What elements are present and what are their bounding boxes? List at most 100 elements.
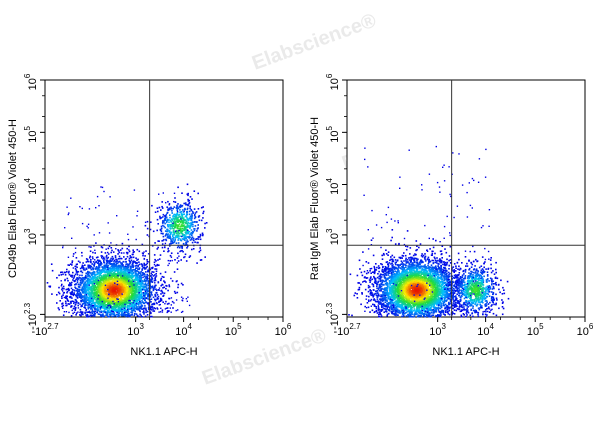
event-dot [120, 309, 123, 312]
event-dot [180, 296, 183, 298]
event-dot [61, 297, 63, 299]
event-dot [172, 216, 174, 218]
event-dot [90, 285, 93, 288]
event-dot [121, 288, 123, 291]
event-dot [102, 290, 104, 293]
event-dot [184, 256, 186, 258]
event-dot [99, 279, 102, 281]
event-dot [93, 312, 96, 315]
event-dot [95, 301, 97, 304]
event-dot [182, 284, 184, 286]
event-dot [191, 232, 194, 235]
event-dot [118, 291, 121, 293]
event-dot [154, 278, 156, 281]
event-dot [102, 271, 104, 273]
event-dot [110, 299, 113, 301]
event-dot [128, 291, 130, 293]
event-dot [190, 225, 192, 228]
event-dot [60, 285, 63, 287]
event-dot [180, 245, 182, 247]
event-dot [91, 311, 93, 313]
event-dot [103, 260, 105, 262]
event-dot [162, 239, 164, 242]
event-dot [176, 230, 179, 232]
event-dot [159, 300, 162, 302]
event-dot [166, 230, 169, 232]
event-dot [187, 218, 189, 220]
event-dot [144, 224, 147, 227]
event-dot [126, 315, 129, 317]
event-dot [118, 315, 120, 317]
event-dot [132, 305, 135, 308]
event-dot [151, 271, 153, 273]
event-dot [112, 275, 115, 277]
event-dot [105, 266, 107, 269]
event-dot [112, 264, 114, 266]
event-dot [134, 270, 137, 273]
event-dot [156, 218, 159, 221]
event-dot [136, 280, 139, 282]
event-dot [113, 295, 115, 297]
event-dot [88, 287, 91, 289]
event-dot [192, 223, 194, 226]
event-dot [66, 268, 68, 271]
event-dot [176, 211, 179, 214]
event-dot [96, 292, 98, 294]
event-dot [113, 259, 116, 262]
event-dot [63, 271, 66, 274]
event-dot [73, 274, 76, 277]
event-dot [184, 227, 187, 230]
event-dot [92, 293, 95, 295]
event-dot [85, 272, 87, 275]
event-dot [121, 296, 123, 298]
event-dot [123, 309, 126, 312]
event-dot [183, 208, 186, 211]
event-dot [136, 277, 138, 280]
event-dot [153, 302, 156, 305]
event-dot [126, 286, 129, 288]
event-dot [112, 263, 114, 266]
event-dot [176, 246, 179, 249]
event-dot [97, 266, 100, 269]
event-dot [74, 286, 76, 289]
event-dot [130, 289, 132, 292]
event-dot [153, 263, 156, 266]
event-dot [81, 295, 83, 297]
event-dot [114, 305, 116, 308]
event-dot [184, 231, 187, 233]
event-dot [99, 293, 102, 295]
event-dot [116, 304, 118, 306]
event-dot [56, 294, 58, 296]
event-dot [189, 233, 191, 235]
event-dot [119, 308, 122, 311]
event-dot [103, 289, 105, 291]
event-dot [154, 211, 157, 213]
event-dot [128, 306, 131, 308]
event-dot [122, 277, 124, 279]
event-dot [81, 278, 84, 281]
event-dot [79, 291, 81, 294]
event-dot [186, 203, 188, 206]
event-dot [181, 299, 183, 301]
event-dot [98, 205, 100, 207]
event-dot [109, 305, 112, 307]
event-dot [76, 301, 78, 303]
event-dot [180, 213, 183, 215]
event-dot [154, 274, 156, 276]
event-dot [97, 313, 100, 315]
event-dot [98, 232, 101, 234]
event-dot [123, 307, 125, 309]
event-dot [61, 288, 63, 291]
event-dot [84, 302, 86, 305]
event-dot [115, 258, 117, 261]
event-dot [172, 220, 175, 223]
event-dot [135, 289, 137, 291]
event-dot [100, 186, 102, 188]
event-dot [109, 290, 112, 292]
event-dot [72, 253, 75, 255]
event-dot [132, 296, 135, 299]
event-dot [107, 279, 109, 281]
event-dot [106, 294, 109, 297]
plot-panel-right: -102.7 103 104 105 106106105104103-102.3NK1.… [309, 73, 594, 358]
